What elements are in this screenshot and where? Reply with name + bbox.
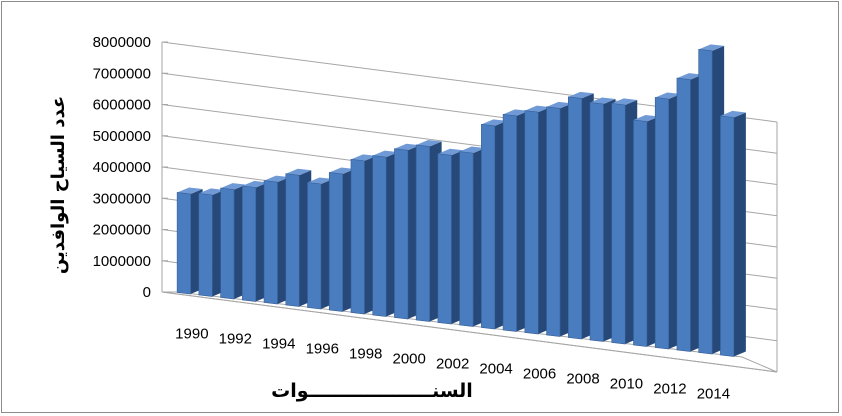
bar-front bbox=[176, 192, 191, 295]
bar-top bbox=[416, 139, 442, 147]
bar-top bbox=[394, 143, 420, 151]
chart-floor bbox=[161, 291, 778, 373]
bar-front bbox=[589, 102, 604, 342]
bar-top bbox=[264, 175, 290, 183]
bar-top bbox=[655, 92, 681, 100]
bar-front bbox=[481, 124, 496, 330]
y-tick-label: 8000000 bbox=[93, 34, 151, 51]
bar-front bbox=[372, 155, 387, 317]
bars bbox=[176, 44, 746, 357]
bar-front bbox=[654, 97, 669, 350]
x-tick-label: 1998 bbox=[349, 346, 382, 363]
bar-top bbox=[503, 109, 529, 116]
bar-top bbox=[372, 150, 399, 158]
bar-front bbox=[437, 153, 452, 325]
x-axis-title: السنـــــــــــــــــــوات bbox=[271, 380, 473, 402]
bar-front bbox=[502, 114, 517, 332]
x-tick-label: 1992 bbox=[219, 331, 252, 348]
bar-front bbox=[328, 172, 344, 312]
x-tick-label: 2012 bbox=[653, 381, 686, 398]
bar-top bbox=[329, 167, 355, 175]
bar-front bbox=[459, 151, 474, 327]
bar-front bbox=[263, 180, 278, 305]
y-tick-label: 6000000 bbox=[93, 97, 151, 114]
y-tick-label: 0 bbox=[143, 284, 151, 301]
bar-front bbox=[415, 144, 430, 322]
bar-top bbox=[698, 44, 725, 51]
bar-top bbox=[590, 97, 616, 105]
bar-front bbox=[633, 119, 648, 347]
bar-top bbox=[242, 180, 268, 188]
chart-walls bbox=[161, 42, 778, 373]
x-tick-label: 1996 bbox=[306, 341, 339, 358]
bar-top bbox=[459, 146, 486, 154]
bar-front bbox=[285, 173, 300, 307]
bar-top bbox=[676, 73, 703, 80]
bar-front bbox=[242, 185, 257, 302]
x-axis-ticks: 1990 1992 1994 1996 1998 2000 2002 2004 2006 2008… bbox=[175, 326, 730, 403]
bar-front bbox=[546, 106, 561, 337]
bar-front bbox=[676, 77, 691, 352]
bar-top bbox=[633, 114, 659, 122]
bar-front bbox=[567, 96, 583, 340]
y-axis-title: عدد السياح الوافدين bbox=[48, 96, 69, 274]
bar bbox=[720, 110, 746, 357]
bar-front bbox=[394, 148, 409, 320]
x-tick-label: 2008 bbox=[566, 371, 599, 388]
bar-side bbox=[733, 112, 746, 357]
bar-top bbox=[568, 91, 594, 99]
bar-top bbox=[285, 168, 312, 176]
bar-front bbox=[720, 115, 735, 357]
x-tick-label: 2010 bbox=[610, 376, 643, 393]
bar-top bbox=[307, 177, 333, 185]
bar-front bbox=[198, 193, 213, 297]
bar-top bbox=[177, 187, 203, 195]
bar-top bbox=[720, 110, 746, 118]
x-tick-label: 1990 bbox=[175, 326, 208, 343]
bar-top bbox=[198, 188, 225, 195]
bar-top bbox=[524, 105, 551, 113]
bar-front bbox=[524, 110, 539, 335]
y-tick-label: 7000000 bbox=[93, 65, 151, 82]
bar-front bbox=[220, 187, 235, 300]
y-tick-label: 1000000 bbox=[93, 253, 151, 270]
x-tick-label: 2014 bbox=[697, 386, 730, 403]
bar-front bbox=[698, 49, 713, 355]
y-tick-label: 3000000 bbox=[93, 190, 151, 207]
y-tick-label: 4000000 bbox=[93, 159, 151, 176]
y-tick-label: 5000000 bbox=[93, 128, 151, 145]
x-tick-label: 2004 bbox=[479, 361, 512, 378]
bar-top bbox=[350, 154, 377, 161]
bar-front bbox=[307, 182, 322, 310]
bar-front bbox=[350, 159, 365, 315]
x-tick-label: 2002 bbox=[436, 356, 469, 373]
bar-top bbox=[437, 148, 464, 156]
bar-top bbox=[611, 98, 638, 105]
x-tick-label: 2006 bbox=[523, 366, 556, 383]
bar-front bbox=[611, 103, 626, 345]
x-tick-label: 2000 bbox=[392, 351, 425, 368]
y-tick-label: 2000000 bbox=[93, 222, 151, 239]
bar-top bbox=[546, 101, 573, 109]
x-tick-label: 1994 bbox=[262, 336, 295, 353]
bar-top bbox=[481, 119, 507, 126]
bar-top bbox=[220, 183, 247, 190]
y-axis-ticks: 0 1000000 2000000 3000000 4000000 5000000 6000… bbox=[93, 34, 151, 301]
